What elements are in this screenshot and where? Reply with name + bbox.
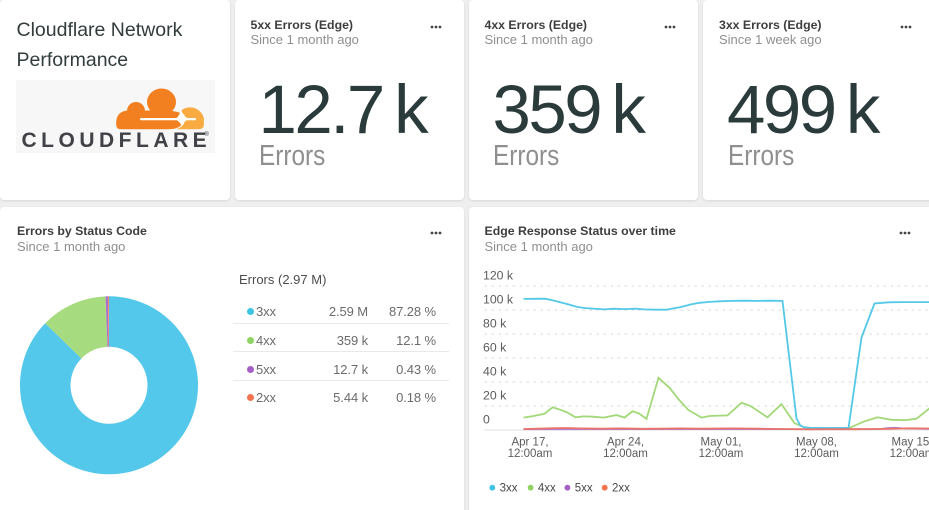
- svg-text:60 k: 60 k: [483, 340, 507, 354]
- svg-text:CLOUDFLARE: CLOUDFLARE: [22, 129, 212, 152]
- svg-text:Apr 17,: Apr 17,: [511, 436, 548, 448]
- svg-text:100 k: 100 k: [483, 292, 514, 306]
- svg-text:80 k: 80 k: [483, 316, 507, 330]
- svg-text:May 08,: May 08,: [796, 436, 837, 448]
- svg-text:120 k: 120 k: [483, 268, 514, 282]
- svg-text:4xx: 4xx: [537, 482, 555, 494]
- svg-text:12:00am: 12:00am: [507, 447, 552, 459]
- svg-text:May 15,: May 15,: [891, 436, 929, 448]
- svg-text:12:00am: 12:00am: [794, 447, 839, 459]
- svg-text:May 01,: May 01,: [700, 436, 741, 448]
- svg-text:2xx: 2xx: [612, 482, 630, 494]
- svg-text:5xx: 5xx: [574, 482, 592, 494]
- svg-text:20 k: 20 k: [483, 388, 507, 402]
- svg-text:®: ®: [205, 131, 210, 138]
- svg-text:12:00am: 12:00am: [603, 447, 648, 459]
- svg-text:12:00am: 12:00am: [698, 447, 743, 459]
- svg-text:40 k: 40 k: [483, 364, 507, 378]
- svg-text:0: 0: [483, 412, 490, 426]
- svg-text:Apr 24,: Apr 24,: [606, 436, 643, 448]
- svg-text:12:00am: 12:00am: [889, 447, 929, 459]
- svg-text:3xx: 3xx: [499, 482, 517, 494]
